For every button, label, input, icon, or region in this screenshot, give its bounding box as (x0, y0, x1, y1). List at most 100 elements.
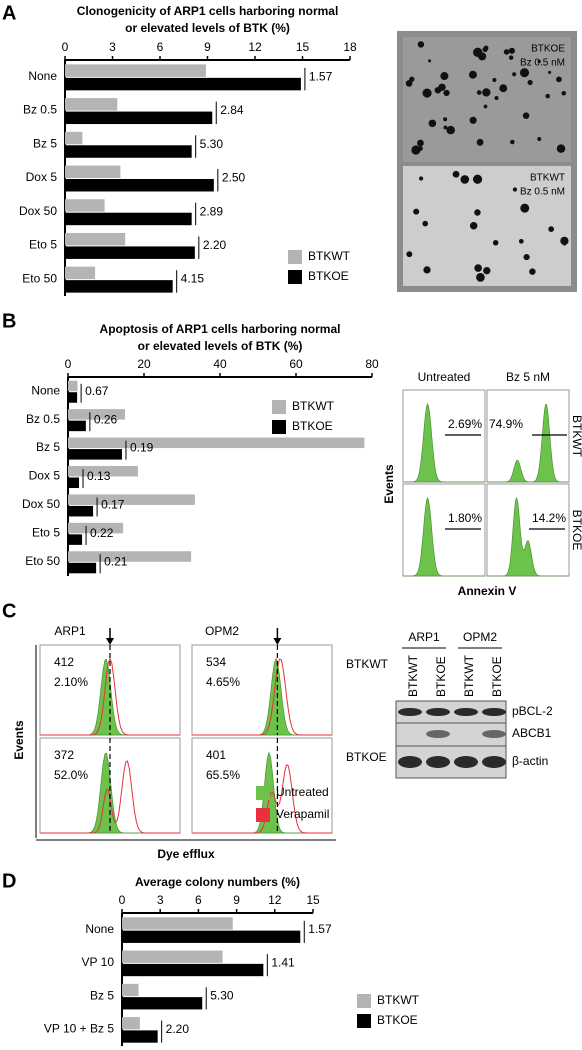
bar (65, 64, 206, 77)
band (426, 756, 450, 768)
band (426, 730, 450, 738)
flow-panel (191, 644, 333, 736)
annotation: 2.20 (203, 238, 227, 252)
colony-dot (476, 90, 482, 95)
x-tick-label: 12 (268, 893, 282, 907)
bar (68, 437, 365, 449)
legend-swatch (256, 808, 270, 822)
band (482, 708, 506, 716)
colony-dot (519, 68, 530, 78)
colony-dot (483, 267, 491, 275)
colony-dot (438, 83, 446, 91)
annotation: 0.17 (101, 498, 125, 512)
category-label: Bz 0.5 (23, 103, 57, 117)
annotation: 1.57 (308, 922, 332, 936)
percentage: 4.65% (206, 675, 240, 689)
chart-title: or elevated levels of BTK (%) (138, 339, 303, 353)
category-label: Bz 5 (36, 440, 60, 454)
colony-dot (406, 251, 413, 258)
colony-dot (512, 72, 517, 77)
histogram-outline (40, 657, 180, 736)
percentage: 14.2% (532, 511, 566, 525)
x-tick-label: 0 (65, 357, 72, 371)
colony-dot (460, 175, 470, 184)
x-tick-label: 9 (204, 40, 211, 54)
image-label: BTKWT (530, 173, 565, 184)
colony-dot (522, 112, 530, 119)
colony-dot (556, 144, 566, 153)
bar (68, 449, 122, 460)
bar (122, 983, 139, 997)
annotation: 5.30 (210, 989, 234, 1003)
category-label: Eto 50 (25, 554, 60, 568)
legend-swatch (288, 270, 302, 284)
lane-label: BTKWT (462, 654, 476, 697)
category-label: None (85, 922, 114, 936)
bar (65, 246, 195, 259)
bar (65, 280, 173, 293)
percentage: 2.69% (448, 417, 482, 431)
arrow-head (273, 638, 282, 645)
colony-dot (523, 253, 530, 261)
count: 412 (54, 655, 74, 669)
category-label: VP 10 (82, 955, 115, 969)
category-label: Dox 5 (29, 469, 61, 483)
column-label: Untreated (418, 370, 471, 384)
annotation: 1.41 (271, 955, 295, 969)
group-label: OPM2 (463, 630, 497, 644)
image-sublabel: Bz 0.5 nM (520, 187, 565, 198)
bar (65, 98, 118, 111)
annotation: 5.30 (200, 137, 224, 151)
category-label: Dox 50 (19, 204, 57, 218)
colony-dot (418, 146, 423, 151)
colony-dot (417, 139, 424, 147)
colony-dot (443, 117, 448, 122)
colony-dot (545, 93, 550, 99)
colony-dot (560, 236, 569, 246)
colony-dot (474, 209, 481, 216)
lane-label: BTKOE (490, 656, 504, 697)
colony-dot (562, 241, 567, 246)
x-tick-label: 6 (157, 40, 164, 54)
annotation: 2.20 (166, 1022, 190, 1036)
colony-dot (469, 221, 478, 230)
bar (122, 1030, 158, 1043)
colony-dot (512, 187, 518, 192)
x-tick-label: 0 (119, 893, 126, 907)
band-label: pBCL-2 (512, 704, 553, 718)
annotation: 0.21 (104, 554, 128, 568)
category-label: Eto 5 (32, 526, 60, 540)
colony-dot (508, 55, 514, 60)
colony-dot (492, 78, 497, 82)
colony-dot (508, 47, 515, 54)
bar (68, 494, 195, 505)
histogram-outline (192, 764, 332, 834)
bar (68, 392, 78, 403)
colony-dot (472, 174, 483, 184)
x-tick-label: 60 (289, 357, 303, 371)
column-label: OPM2 (205, 624, 239, 638)
flow-panel (486, 389, 570, 483)
category-label: None (28, 69, 57, 83)
bar (122, 1017, 140, 1030)
legend-label: BTKOE (377, 1013, 418, 1027)
bar (122, 950, 223, 963)
annotation: 0.22 (90, 526, 114, 540)
bar (122, 997, 203, 1010)
category-label: Dox 50 (22, 497, 60, 511)
category-label: Eto 5 (29, 238, 57, 252)
chart-title: Apoptosis of ARP1 cells harboring normal (100, 322, 341, 336)
axis-label: Events (12, 720, 26, 760)
x-tick-label: 20 (137, 357, 151, 371)
category-label: VP 10 + Bz 5 (44, 1022, 114, 1036)
legend-label: BTKWT (377, 993, 420, 1007)
legend-label: Untreated (276, 785, 329, 799)
colony-dot (482, 46, 488, 53)
colony-dot (418, 176, 424, 181)
percentage: 74.9% (489, 417, 523, 431)
histogram-outline (192, 658, 332, 736)
category-label: None (31, 383, 60, 397)
x-tick-label: 9 (233, 893, 240, 907)
bar (65, 232, 126, 246)
